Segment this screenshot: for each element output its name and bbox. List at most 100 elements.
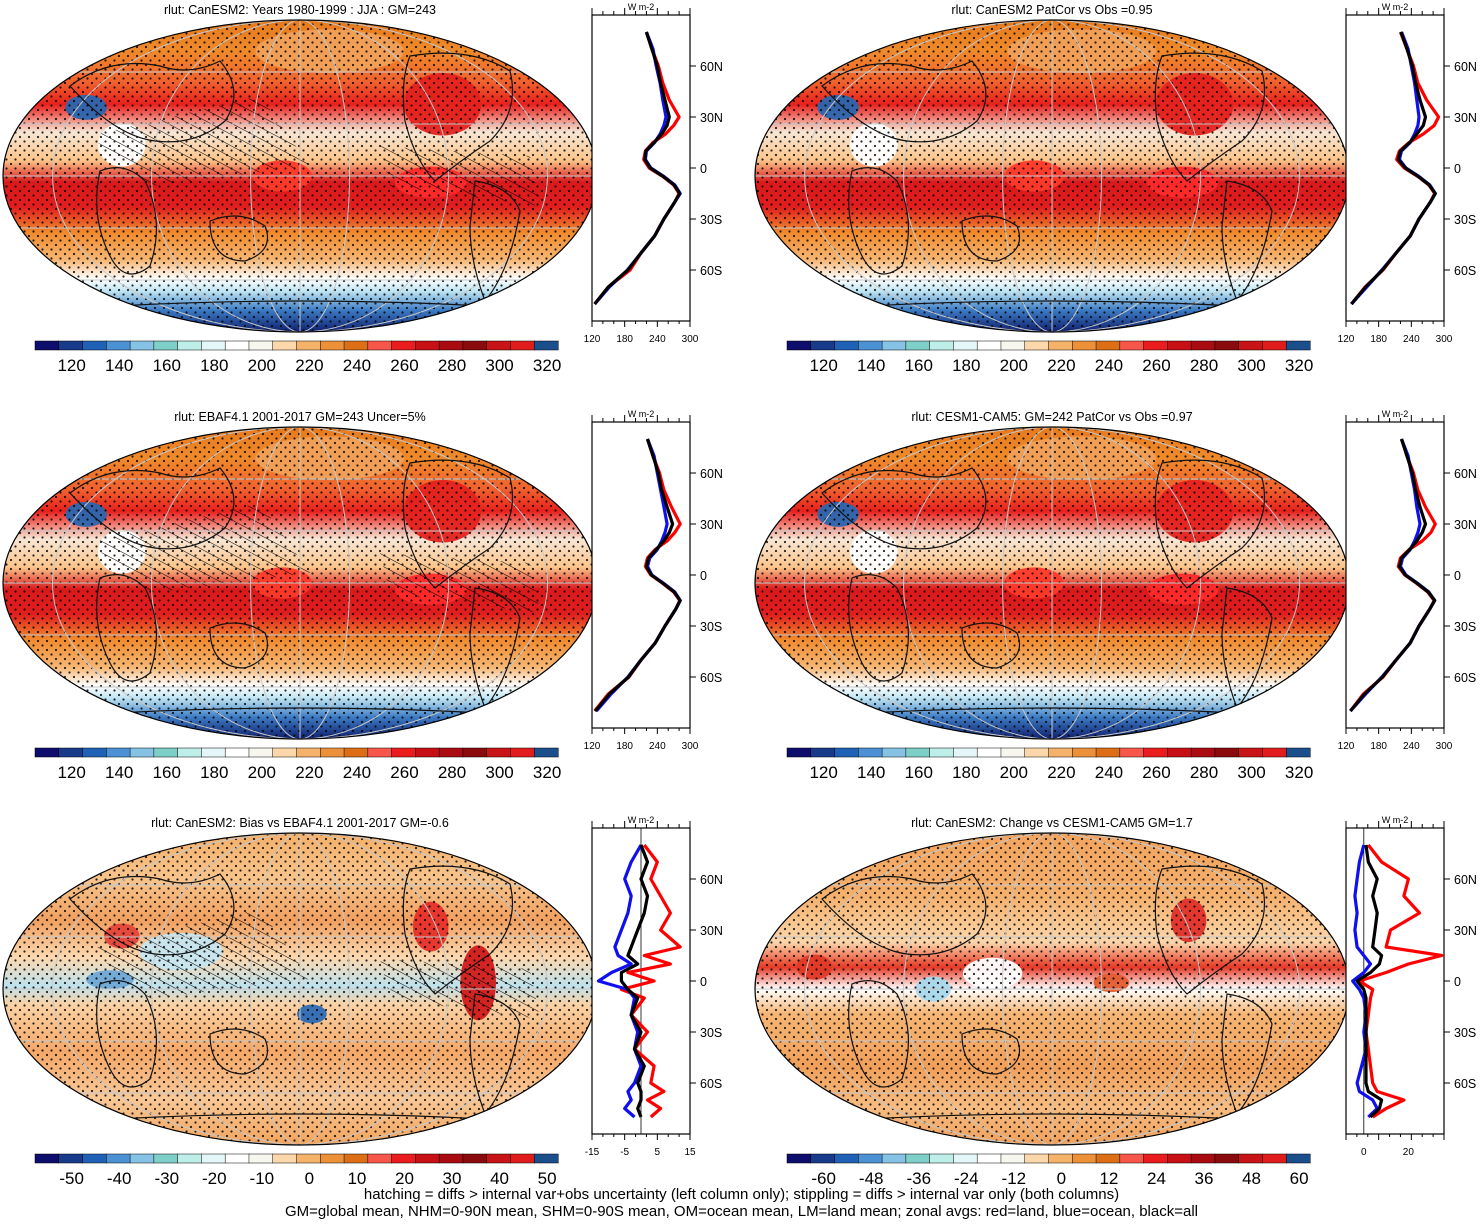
lat-label: 30S bbox=[1454, 620, 1476, 634]
colorbar-swatch bbox=[905, 1153, 931, 1164]
colorbar-swatch bbox=[881, 1153, 907, 1164]
lat-label: 30S bbox=[700, 213, 722, 227]
colorbar-swatch bbox=[438, 747, 464, 758]
colorbar-swatch bbox=[201, 340, 226, 351]
colorbar-swatch bbox=[533, 747, 559, 758]
zonal-xtick-label: 120 bbox=[1338, 334, 1355, 345]
colorbar-label: 140 bbox=[105, 763, 133, 782]
lat-label: 60S bbox=[700, 1077, 722, 1091]
lat-label: 30N bbox=[700, 111, 723, 125]
zonal-xtick-label: 240 bbox=[649, 334, 666, 345]
colorbar-swatch bbox=[1048, 747, 1073, 758]
colorbar-label: 24 bbox=[1147, 1169, 1166, 1188]
graticule-lon bbox=[1051, 833, 1201, 1145]
lat-label: 60S bbox=[700, 264, 722, 278]
colorbar-swatch bbox=[1214, 340, 1240, 351]
colorbar-swatch bbox=[224, 747, 250, 758]
colorbar-label: 120 bbox=[809, 356, 837, 375]
graticule-lon bbox=[1051, 833, 1300, 1145]
coastline bbox=[848, 980, 909, 1088]
colorbar-swatch bbox=[533, 340, 559, 351]
panel-title: rlut: CESM1-CAM5: GM=242 PatCor vs Obs =… bbox=[911, 410, 1192, 424]
colorbar-swatch bbox=[881, 747, 907, 758]
zonal-units: W m-2 bbox=[1382, 815, 1409, 825]
colorbar-swatch bbox=[296, 340, 321, 351]
zonal-frame bbox=[591, 421, 691, 729]
lat-label: 30N bbox=[1454, 924, 1477, 938]
graticule-lon bbox=[1002, 20, 1053, 332]
map-field bbox=[3, 20, 597, 332]
colorbar-label: 200 bbox=[248, 356, 276, 375]
colorbar-label: 300 bbox=[485, 356, 513, 375]
zonal-xtick-label: 0 bbox=[1361, 1147, 1367, 1158]
colorbar-label: 180 bbox=[200, 356, 228, 375]
footer-line-2: GM=global mean, NHM=0-90N mean, SHM=0-90… bbox=[284, 1203, 1198, 1220]
panel-1: rlut: CanESM2: Years 1980-1999 : JJA : G… bbox=[2, 2, 723, 375]
lat-label: 60N bbox=[1454, 60, 1477, 74]
colorbar-swatch bbox=[1167, 340, 1192, 351]
graticule-lon bbox=[1002, 427, 1053, 739]
zonal-frame bbox=[591, 14, 691, 322]
panel-3: rlut: EBAF4.1 2001-2017 GM=243 Uncer=5% 1… bbox=[2, 409, 723, 782]
colorbar-swatch bbox=[1190, 1153, 1216, 1164]
colorbar-label: 260 bbox=[1142, 763, 1170, 782]
lat-label: 60S bbox=[1454, 1077, 1476, 1091]
colorbar-label: 160 bbox=[153, 763, 181, 782]
graticule-lon bbox=[804, 20, 1053, 332]
colorbar-swatch bbox=[1238, 747, 1264, 758]
colorbar-swatch bbox=[1119, 1153, 1145, 1164]
coastline bbox=[469, 587, 521, 710]
colorbar-swatch bbox=[905, 340, 931, 351]
colorbar-label: 180 bbox=[200, 763, 228, 782]
graticule-lon bbox=[299, 20, 449, 332]
zonal-xtick-label: 180 bbox=[1370, 334, 1387, 345]
colorbar-label: -40 bbox=[107, 1169, 132, 1188]
lat-label: 30N bbox=[1454, 111, 1477, 125]
graticule-lon bbox=[250, 20, 301, 332]
graticule-lon bbox=[299, 427, 449, 739]
graticule-lon bbox=[299, 427, 548, 739]
colorbar-label: 200 bbox=[248, 763, 276, 782]
colorbar-swatch bbox=[976, 1153, 1002, 1164]
colorbar-label: 200 bbox=[1000, 356, 1028, 375]
coastline bbox=[1154, 459, 1266, 589]
colorbar-swatch bbox=[367, 340, 393, 351]
colorbar-label: 0 bbox=[305, 1169, 314, 1188]
lat-label: 0 bbox=[700, 162, 707, 176]
colorbar-swatch bbox=[462, 747, 488, 758]
colorbar-swatch bbox=[1143, 340, 1168, 351]
colorbar-label: -30 bbox=[154, 1169, 179, 1188]
colorbar-swatch bbox=[486, 747, 512, 758]
zonal-xtick-label: 240 bbox=[649, 741, 666, 752]
zonal-xtick-label: 180 bbox=[616, 741, 633, 752]
colorbar-swatch bbox=[1143, 747, 1168, 758]
panel-title: rlut: CanESM2 PatCor vs Obs =0.95 bbox=[951, 3, 1152, 17]
colorbar-label: 300 bbox=[485, 763, 513, 782]
colorbar-swatch bbox=[1214, 1153, 1240, 1164]
coastline bbox=[1221, 993, 1273, 1116]
colorbar-swatch bbox=[881, 340, 907, 351]
coastline bbox=[69, 60, 235, 143]
colorbar-swatch bbox=[391, 1153, 416, 1164]
colorbar-swatch bbox=[367, 1153, 393, 1164]
colorbar-swatch bbox=[272, 1153, 298, 1164]
colorbar-swatch bbox=[201, 747, 226, 758]
colorbar-label: 300 bbox=[1237, 356, 1265, 375]
colorbar-label: 140 bbox=[857, 763, 885, 782]
zonal-xtick-label: 240 bbox=[1403, 334, 1420, 345]
colorbar-label: 320 bbox=[533, 356, 561, 375]
colorbar-swatch bbox=[367, 747, 393, 758]
map-field bbox=[3, 427, 597, 739]
colorbar-swatch bbox=[905, 747, 931, 758]
coastline bbox=[209, 215, 269, 262]
zonal-frame bbox=[1345, 14, 1445, 322]
colorbar-label: 260 bbox=[1142, 356, 1170, 375]
colorbar-label: 260 bbox=[390, 763, 418, 782]
lat-label: 60N bbox=[1454, 873, 1477, 887]
colorbar-swatch bbox=[1072, 1153, 1097, 1164]
colorbar-swatch bbox=[320, 1153, 345, 1164]
zonal-line-all bbox=[1349, 438, 1437, 713]
colorbar-swatch bbox=[296, 1153, 321, 1164]
graticule-lon bbox=[250, 427, 301, 739]
colorbar-swatch bbox=[786, 747, 812, 758]
